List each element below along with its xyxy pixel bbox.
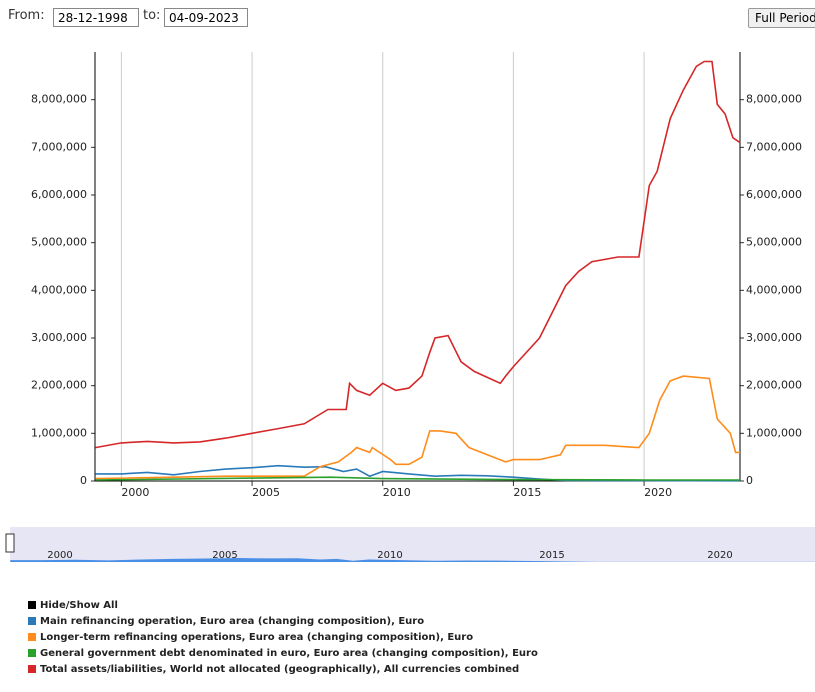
navigator-label: 2015	[539, 550, 564, 561]
navigator-area	[10, 558, 815, 562]
y-tick-label: 3,000,000	[31, 331, 87, 344]
legend-label[interactable]: General government debt denominated in e…	[40, 648, 538, 659]
legend-label[interactable]: Longer-term refinancing operations, Euro…	[40, 632, 473, 643]
x-tick-label: 2000	[121, 486, 149, 499]
navigator-label: 2000	[47, 550, 72, 561]
series-line	[95, 464, 741, 482]
legend-swatch[interactable]	[28, 617, 36, 625]
navigator-bg	[10, 527, 815, 562]
y2-tick-label: 6,000,000	[746, 188, 802, 201]
x-tick-label: 2010	[383, 486, 411, 499]
y2-tick-label: 3,000,000	[746, 331, 802, 344]
navigator-label: 2020	[707, 550, 732, 561]
y-tick-label: 8,000,000	[31, 93, 87, 106]
y-tick-label: 0	[80, 474, 87, 487]
y-tick-label: 5,000,000	[31, 236, 87, 249]
from-label: From:	[8, 8, 45, 23]
to-input[interactable]: 04-09-2023	[164, 8, 248, 27]
legend-swatch[interactable]	[28, 649, 36, 657]
navigator-handle[interactable]	[5, 533, 15, 553]
y-tick-label: 4,000,000	[31, 283, 87, 296]
y-tick-label: 6,000,000	[31, 188, 87, 201]
navigator-label: 2010	[377, 550, 402, 561]
y-tick-label: 1,000,000	[31, 426, 87, 439]
y2-tick-label: 7,000,000	[746, 140, 802, 153]
legend-swatch[interactable]	[28, 665, 36, 673]
legend-label[interactable]: Hide/Show All	[40, 600, 118, 611]
series-line	[95, 60, 741, 449]
y2-tick-label: 8,000,000	[746, 93, 802, 106]
legend-label[interactable]: Total assets/liabilities, World not allo…	[40, 664, 519, 675]
x-tick-label: 2005	[252, 486, 280, 499]
x-tick-label: 2015	[513, 486, 541, 499]
from-input[interactable]: 28-12-1998	[53, 8, 139, 27]
y2-tick-label: 0	[746, 474, 753, 487]
y-tick-label: 2,000,000	[31, 379, 87, 392]
series-line	[95, 476, 740, 481]
page: From: 28-12-1998 to: 04-09-2023 Full Per…	[5, 8, 815, 675]
legend-swatch[interactable]	[28, 601, 36, 609]
y2-tick-label: 2,000,000	[746, 379, 802, 392]
legend-swatch[interactable]	[28, 633, 36, 641]
y2-tick-label: 4,000,000	[746, 283, 802, 296]
y2-tick-label: 5,000,000	[746, 236, 802, 249]
chart: 2000 2005 2010 2015 2020 0 0 1,000,000 1,000,000…	[5, 52, 815, 675]
x-tick-label: 2020	[644, 486, 672, 499]
full-period-button[interactable]: Full Period	[748, 8, 815, 28]
to-label: to:	[143, 8, 161, 23]
y-tick-label: 7,000,000	[31, 140, 87, 153]
navigator-label: 2005	[212, 550, 237, 561]
legend-label[interactable]: Main refinancing operation, Euro area (c…	[40, 616, 424, 627]
y2-tick-label: 1,000,000	[746, 426, 802, 439]
series-line	[95, 375, 740, 480]
